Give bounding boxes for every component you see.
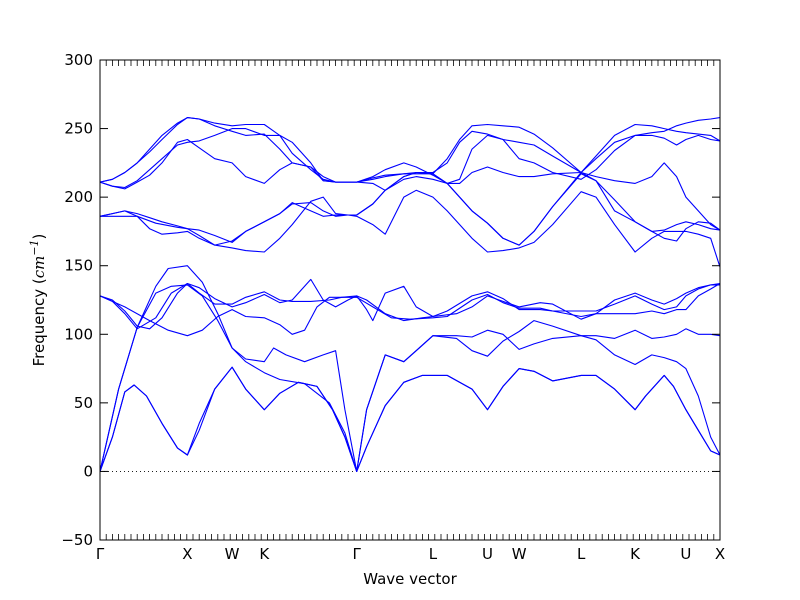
band-line-5 <box>99 278 720 330</box>
y-axis-label: Frequency (cm−1) <box>28 234 48 367</box>
y-axis-label-prefix: Frequency ( <box>30 278 48 366</box>
x-tick-label-2: X <box>182 545 192 563</box>
band-line-4 <box>99 284 721 472</box>
plot-frame <box>99 59 721 541</box>
y-axis-label-suffix: ) <box>30 234 48 240</box>
band-line-12 <box>99 117 721 183</box>
y-axis-label-unit: cm <box>30 256 48 279</box>
x-tick-label-7: U <box>482 545 493 563</box>
x-tick-label-9: L <box>577 545 586 563</box>
x-tick-label-12: X <box>715 545 725 563</box>
y-tick-label: 250 <box>64 120 93 138</box>
x-tick-label-10: K <box>630 545 641 563</box>
band-line-2 <box>99 366 721 472</box>
y-tick-label: 150 <box>64 257 93 275</box>
band-line-6 <box>99 282 721 330</box>
x-tick-label-1: Γ <box>96 545 105 563</box>
band-line-14 <box>99 138 721 231</box>
y-tick-label: 0 <box>83 462 93 480</box>
band-line-1 <box>99 366 721 472</box>
x-tick-label-5: Γ <box>353 545 362 563</box>
y-tick-label: −50 <box>61 531 93 549</box>
y-axis-ticks: −50 0 50 100 150 200 250 300 <box>61 51 720 549</box>
band-line-8 <box>99 189 721 268</box>
x-tick-label-8: W <box>512 545 527 563</box>
y-tick-label: 100 <box>64 325 93 343</box>
band-series-group <box>99 117 721 472</box>
x-tick-label-6: L <box>429 545 438 563</box>
band-line-11 <box>99 128 721 189</box>
y-tick-label: 300 <box>64 51 93 69</box>
band-line-13 <box>99 117 721 183</box>
x-tick-label-3: W <box>225 545 240 563</box>
y-tick-label: 200 <box>64 188 93 206</box>
band-line-10 <box>100 171 721 246</box>
band-line-7 <box>99 283 721 337</box>
y-tick-label: 50 <box>74 394 93 412</box>
x-tick-label-4: K <box>259 545 270 563</box>
x-axis-label: Wave vector <box>363 570 457 588</box>
y-axis-label-unit-exp: −1 <box>28 239 41 255</box>
x-tick-label-11: U <box>680 545 691 563</box>
